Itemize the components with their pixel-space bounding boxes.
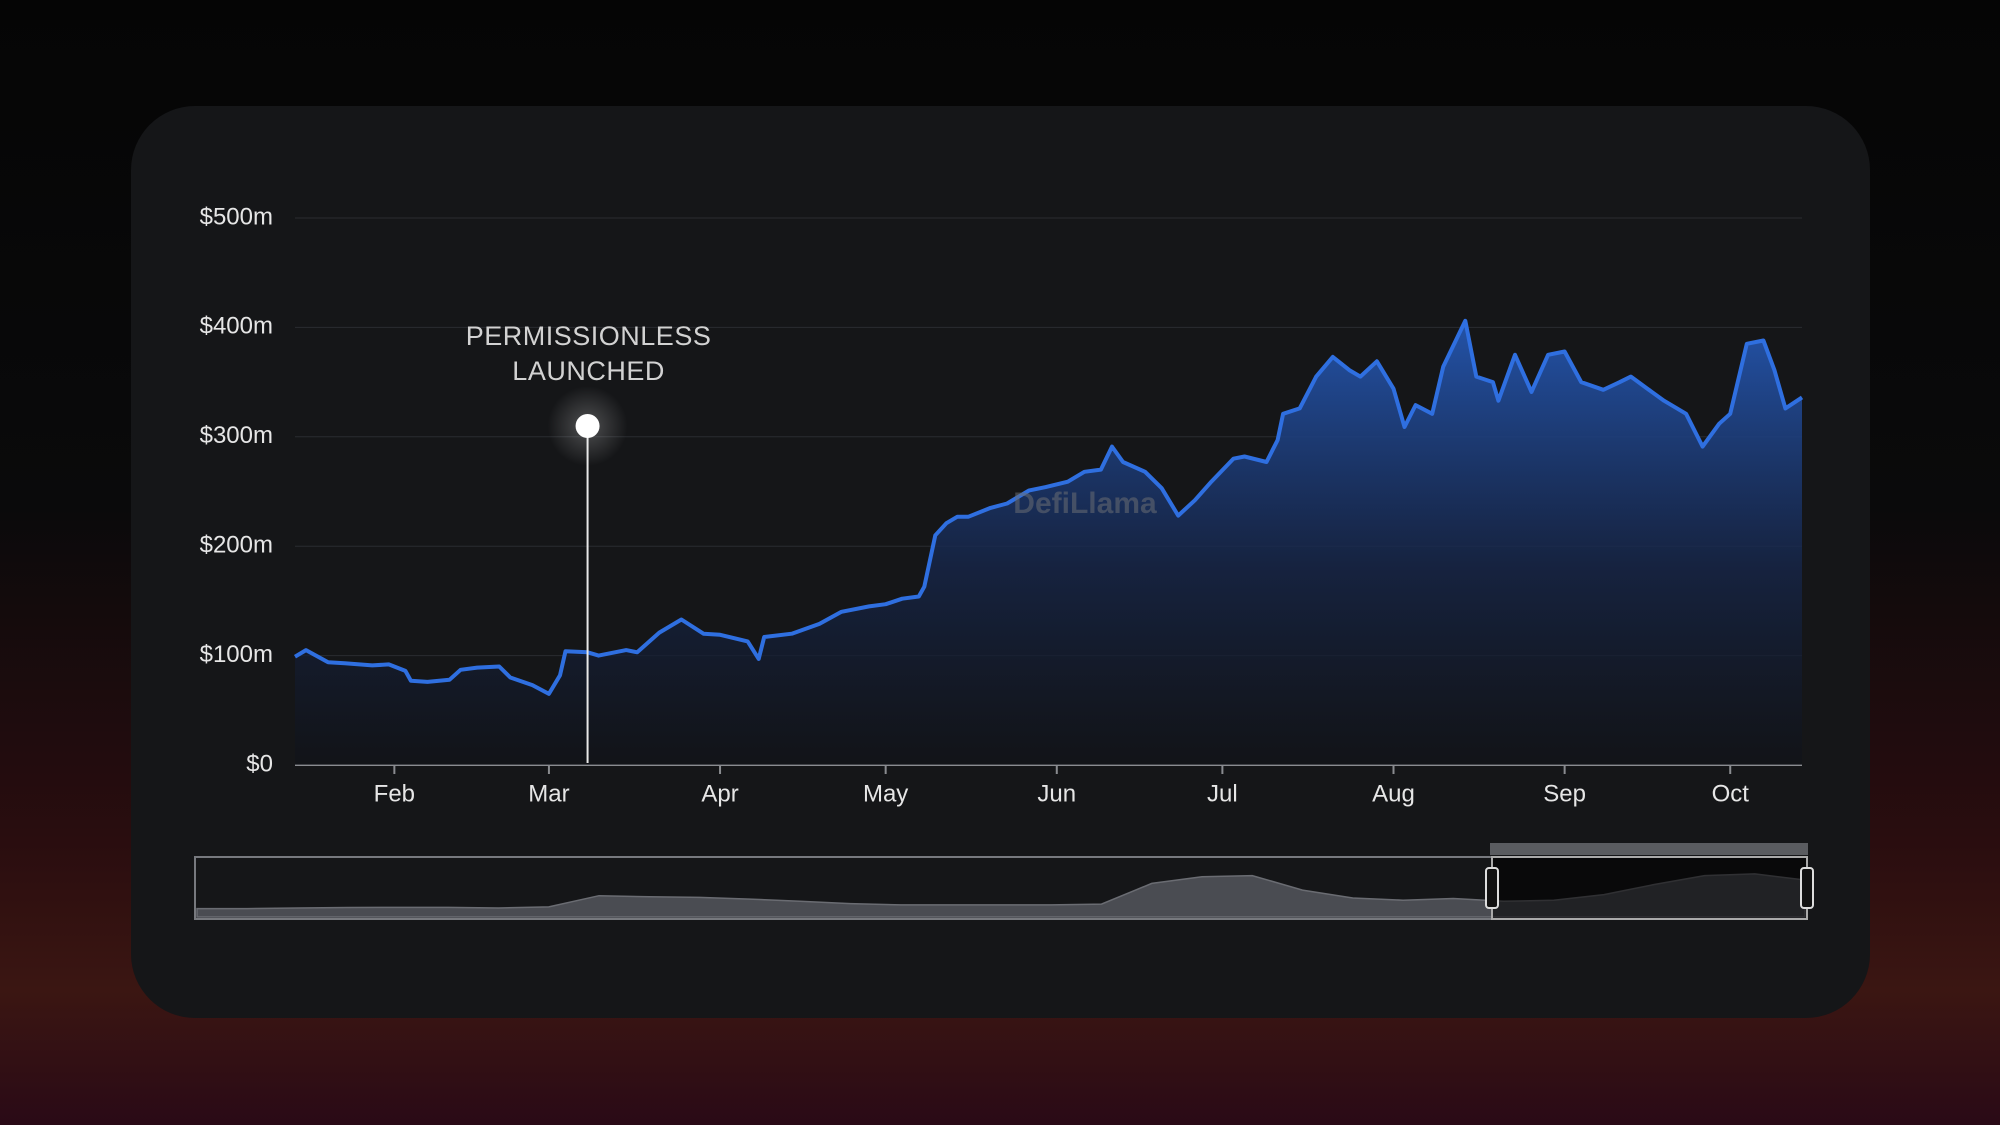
x-tick-label: Jul xyxy=(1207,780,1238,807)
plot: $0 $100m $200m $300m $400m $500m Feb Mar Apr May J… xyxy=(200,203,1804,807)
x-tick-label: Feb xyxy=(374,780,415,807)
watermark: DefiLlama xyxy=(1013,487,1157,520)
y-tick-label: $0 xyxy=(246,750,273,777)
line xyxy=(293,318,1804,696)
annotation-text: PERMISSIONLESS xyxy=(466,321,712,351)
x-tick-label: Jun xyxy=(1037,780,1076,807)
area xyxy=(295,320,1802,765)
y-tick-label: $400m xyxy=(200,313,273,340)
x-tick-label: May xyxy=(863,780,908,807)
navigator-window[interactable] xyxy=(1491,856,1808,920)
annotation-dot xyxy=(575,414,600,438)
x-tick-label: Mar xyxy=(528,780,569,807)
y-tick-label: $500m xyxy=(200,203,273,230)
x-tick-label: Oct xyxy=(1712,780,1750,807)
navigator-handle-left[interactable] xyxy=(1485,867,1499,909)
annotation-text: LAUNCHED xyxy=(512,356,665,386)
x-tick-label: Aug xyxy=(1372,780,1415,807)
y-tick-label: $200m xyxy=(200,532,273,559)
y-tick-label: $300m xyxy=(200,422,273,449)
navigator-handle-right[interactable] xyxy=(1800,867,1814,909)
navigator-drag-bar[interactable] xyxy=(1490,843,1808,855)
x-tick-label: Sep xyxy=(1543,780,1586,807)
y-tick-label: $100m xyxy=(200,641,273,668)
x-tick-label: Apr xyxy=(701,780,738,807)
